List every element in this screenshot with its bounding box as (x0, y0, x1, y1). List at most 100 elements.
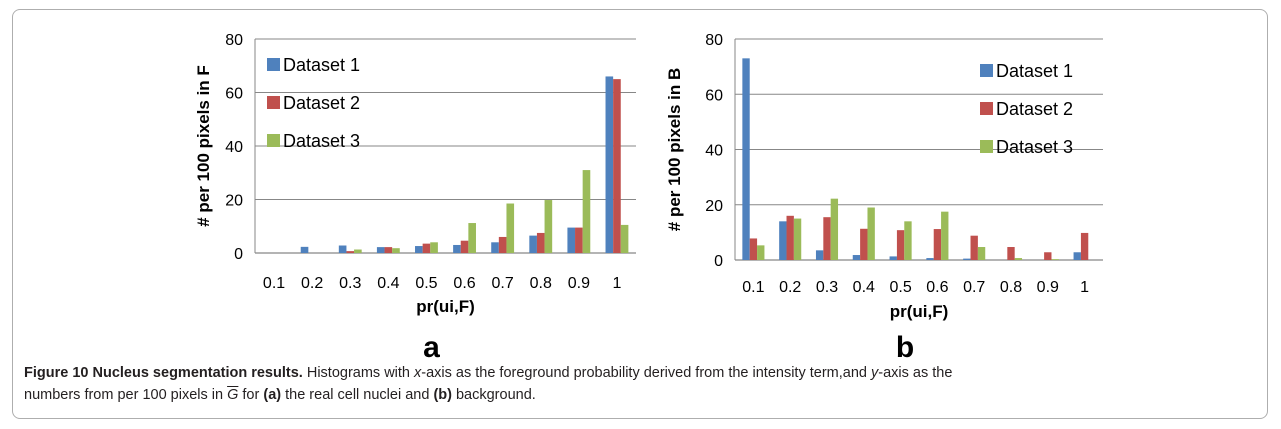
bar-dataset-1 (415, 246, 423, 253)
legend-label: Dataset 3 (283, 131, 360, 151)
x-tick-label: 0.1 (263, 275, 285, 292)
bar-dataset-2 (933, 229, 942, 260)
y-tick-label: 60 (225, 86, 243, 103)
bar-dataset-1 (376, 247, 385, 253)
x-tick-label: 0.2 (779, 279, 801, 296)
bar-dataset-1 (338, 245, 347, 253)
bar-dataset-1 (567, 227, 576, 253)
bar-dataset-3 (867, 207, 875, 260)
x-axis-label: pr(ui,F) (890, 302, 949, 321)
legend-swatch (267, 134, 280, 147)
bar-dataset-1 (1073, 252, 1081, 260)
y-tick-label: 40 (705, 143, 723, 160)
x-tick-label: 1 (1080, 279, 1089, 296)
caption-text-5: for (238, 387, 264, 403)
bar-dataset-2 (1007, 247, 1015, 260)
bar-dataset-2 (498, 236, 507, 253)
bar-dataset-2 (860, 228, 868, 260)
bar-dataset-3 (793, 218, 802, 260)
y-tick-label: 20 (225, 193, 243, 210)
legend-label: Dataset 2 (996, 99, 1073, 119)
bar-dataset-2 (575, 227, 583, 253)
bar-dataset-3 (977, 247, 986, 260)
x-tick-label: 0.3 (816, 279, 838, 296)
legend-swatch (980, 102, 993, 115)
bar-dataset-2 (1080, 232, 1089, 260)
legend-label: Dataset 2 (283, 93, 360, 113)
bar-dataset-3 (941, 211, 949, 260)
x-tick-label: 1 (612, 275, 621, 292)
bar-dataset-2 (460, 240, 469, 253)
bar-dataset-1 (453, 244, 461, 253)
x-tick-label: 0.7 (963, 279, 985, 296)
bar-dataset-1 (852, 255, 861, 260)
bar-dataset-3 (1051, 259, 1059, 260)
bar-dataset-2 (786, 215, 794, 260)
bar-dataset-2 (896, 230, 905, 260)
legend-swatch (267, 58, 280, 71)
caption-title: Nucleus segmentation results. (92, 365, 303, 381)
x-tick-label: 0.4 (377, 275, 399, 292)
bar-dataset-3 (904, 221, 912, 260)
x-tick-label: 0.6 (926, 279, 948, 296)
caption-text-1: Histograms with (306, 365, 415, 381)
bar-dataset-3 (506, 203, 515, 253)
y-tick-label: 0 (234, 246, 243, 263)
x-tick-label: 0.9 (568, 275, 590, 292)
x-tick-label: 0.5 (889, 279, 911, 296)
caption-text-4: numbers from per 100 pixels in (24, 387, 228, 403)
bar-dataset-3 (620, 224, 629, 253)
x-tick-label: 0.8 (1000, 279, 1022, 296)
y-tick-label: 80 (225, 32, 243, 49)
x-tick-label: 0.8 (530, 275, 552, 292)
figure-frame (12, 9, 1268, 419)
bar-dataset-1 (605, 76, 614, 253)
bar-dataset-3 (582, 170, 591, 253)
x-tick-label: 0.7 (492, 275, 514, 292)
bar-dataset-3 (354, 249, 362, 253)
y-axis-label: # per 100 pixels in B (665, 68, 684, 231)
caption-text-3: -axis as the (878, 365, 953, 381)
bar-dataset-2 (1044, 252, 1052, 260)
bar-dataset-3 (757, 245, 765, 260)
bar-dataset-1 (491, 242, 499, 253)
bar-dataset-1 (529, 235, 537, 253)
bar-dataset-1 (815, 250, 824, 260)
legend-label: Dataset 3 (996, 137, 1073, 157)
chart-panel-a: 0 20 40 60 80 0.1 0.2 0.3 0.4 0.5 0.6 0.7 0.8 0.9 1 pr(… (194, 32, 636, 364)
bar-dataset-2 (422, 243, 431, 253)
legend-label: Dataset 1 (996, 61, 1073, 81)
caption-label: Figure 10 (24, 365, 89, 381)
x-tick-label: 0.9 (1037, 279, 1059, 296)
caption-ref-b: (b) (433, 387, 452, 403)
y-tick-label: 60 (705, 87, 723, 104)
x-tick-label: 0.6 (453, 275, 475, 292)
bar-dataset-3 (830, 198, 839, 260)
legend-swatch (980, 64, 993, 77)
bar-dataset-1 (300, 246, 309, 253)
x-tick-label: 0.5 (415, 275, 437, 292)
panel-label: a (423, 331, 440, 364)
chart-panel-b: 0 20 40 60 80 0.1 0.2 0.3 0.4 0.5 0.6 0.7 0.8 0.9 1 pr(… (665, 32, 1103, 364)
bar-dataset-3 (430, 242, 438, 253)
legend-label: Dataset 1 (283, 55, 360, 75)
legend-swatch (267, 96, 280, 109)
caption-gbar-symbol: G (227, 387, 239, 403)
y-axis-label: # per 100 pixels in F (194, 65, 213, 227)
bar-dataset-1 (779, 221, 787, 260)
bar-dataset-1 (963, 258, 971, 260)
panel-label: b (896, 331, 914, 364)
y-tick-label: 80 (705, 32, 723, 49)
y-tick-label: 20 (705, 198, 723, 215)
caption-text-7: background. (451, 387, 536, 403)
bar-dataset-3 (392, 248, 400, 253)
bar-dataset-2 (970, 235, 978, 260)
x-tick-label: 0.3 (339, 275, 361, 292)
bar-dataset-3 (544, 200, 553, 253)
bar-dataset-3 (1014, 258, 1023, 260)
x-tick-label: 0.1 (742, 279, 764, 296)
caption-text-2: -axis as the foreground probability deri… (421, 365, 871, 381)
bar-dataset-2 (346, 251, 355, 253)
caption-y-italic: y (871, 365, 879, 381)
x-axis-label: pr(ui,F) (416, 297, 475, 316)
